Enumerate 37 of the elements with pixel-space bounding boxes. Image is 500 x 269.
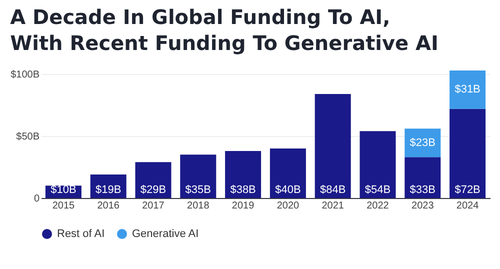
bar — [180, 154, 216, 198]
x-tick-label: 2018 — [187, 200, 210, 212]
data-label: $31B — [454, 84, 480, 96]
data-label: $33B — [410, 184, 436, 196]
bar — [314, 94, 351, 198]
y-tick-label: $100B — [10, 70, 40, 81]
x-tick-label: 2021 — [322, 200, 344, 212]
x-tick-label: 2015 — [52, 200, 76, 212]
data-label: $38B — [230, 184, 256, 196]
bar — [450, 70, 486, 109]
data-label: $40B — [275, 184, 301, 196]
legend-label: Rest of AI — [57, 228, 105, 240]
x-tick-label: 2023 — [412, 200, 434, 212]
x-tick-label: 2016 — [97, 200, 120, 212]
x-tick-label: 2020 — [276, 200, 300, 212]
data-label: $23B — [410, 136, 436, 149]
bar — [270, 148, 306, 198]
x-tick-label: 2024 — [456, 200, 480, 212]
data-label: $72B — [454, 184, 480, 196]
chart-title: A Decade In Global Funding To AI, With Recent Funding To Generative AI — [10, 5, 438, 55]
x-tick-label: 2019 — [232, 200, 255, 212]
x-tick-label: 2022 — [366, 200, 390, 212]
x-tick-label: 2017 — [142, 200, 165, 212]
bar — [450, 108, 486, 198]
bar — [360, 131, 396, 198]
y-tick-label: 0 — [34, 194, 40, 204]
data-label: $29B — [140, 184, 166, 196]
bar — [404, 157, 441, 198]
legend-label: Generative AI — [132, 228, 199, 240]
bar — [135, 162, 172, 198]
bar — [225, 150, 262, 198]
data-label: $10B — [50, 184, 76, 196]
data-label: $19B — [96, 184, 122, 196]
data-label: $54B — [364, 184, 391, 196]
y-tick-label: $50B — [16, 132, 40, 143]
data-label: $84B — [320, 184, 346, 196]
data-label: $35B — [185, 184, 211, 196]
